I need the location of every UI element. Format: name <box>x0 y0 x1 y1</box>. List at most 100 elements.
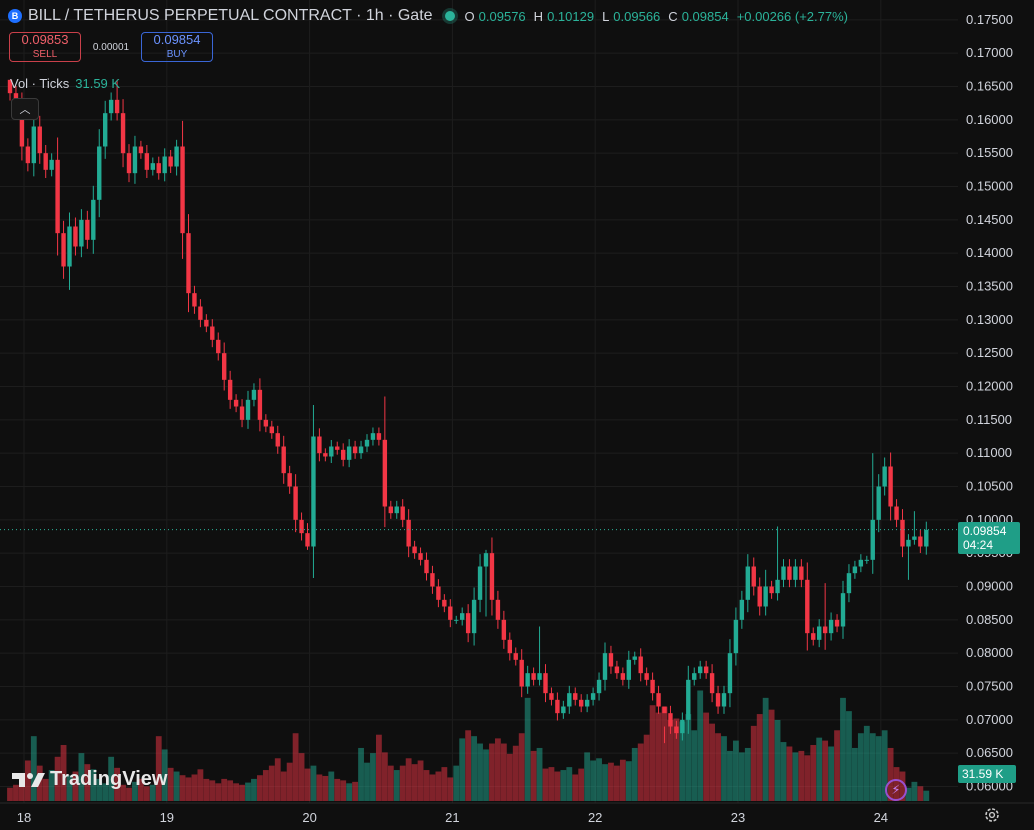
volume-bar <box>459 738 466 801</box>
x-tick-label: 18 <box>17 810 31 825</box>
volume-bar <box>750 725 757 801</box>
candle-body <box>567 693 572 707</box>
candle-body <box>103 113 108 147</box>
volume-bar <box>346 783 353 801</box>
candle-body <box>632 656 637 660</box>
coin-logo-icon: B <box>8 9 22 23</box>
volume-bar <box>203 778 210 801</box>
volume-bar <box>554 771 561 801</box>
candle-body <box>49 159 54 170</box>
ohlc-open-key: O <box>464 8 475 24</box>
candle-body <box>793 566 798 580</box>
volume-bar <box>411 764 418 801</box>
candle-body <box>108 99 114 114</box>
candle-body <box>573 693 578 700</box>
candle-body <box>852 566 858 574</box>
volume-bar <box>489 743 495 801</box>
volume-bar <box>185 777 192 801</box>
candle-body <box>900 519 905 547</box>
candle-body <box>412 546 417 554</box>
candle-body <box>406 519 411 547</box>
candle-body <box>126 153 132 174</box>
candle-body <box>477 566 483 600</box>
volume-bar <box>869 733 876 801</box>
collapse-legend-button[interactable]: ︿ <box>11 98 39 120</box>
y-tick-label: 0.14500 <box>966 212 1013 227</box>
volume-bar <box>268 765 275 801</box>
volume-bar <box>274 758 281 801</box>
candle-body <box>495 599 501 620</box>
symbol-header[interactable]: B BILL / TETHERUS PERPETUAL CONTRACT · 1… <box>8 6 852 26</box>
buy-price: 0.09854 <box>153 32 201 47</box>
volume-bar <box>673 718 680 801</box>
candle-body <box>787 566 792 580</box>
volume-bar <box>881 730 888 801</box>
sell-button[interactable]: 0.09853 SELL <box>9 32 81 62</box>
candle-body <box>757 586 762 607</box>
volume-bar <box>846 711 852 801</box>
candle-body <box>644 673 649 680</box>
price-change: +0.00266 (+2.77%) <box>736 8 848 24</box>
volume-bar <box>441 767 448 801</box>
volume-bar <box>840 697 846 801</box>
buy-button[interactable]: 0.09854 BUY <box>141 32 213 62</box>
candle-body <box>674 726 679 734</box>
volume-bar <box>334 778 341 801</box>
tradingview-logo-icon <box>12 772 45 787</box>
candle-body <box>293 486 298 520</box>
lightning-icon[interactable]: ⚡ <box>885 779 907 801</box>
volume-bar <box>19 778 25 801</box>
last-price-tag: 0.09854 04:24 <box>958 522 1020 554</box>
y-tick-label: 0.17500 <box>966 12 1013 27</box>
candle-body <box>448 606 453 620</box>
volume-bar <box>447 777 454 801</box>
candle-body <box>769 586 774 594</box>
candle-body <box>31 126 36 164</box>
volume-bar <box>887 747 894 801</box>
volume-bar <box>608 762 614 801</box>
volume-bar <box>173 771 180 801</box>
candle-body <box>543 673 548 694</box>
volume-legend[interactable]: Vol · Ticks 31.59 K <box>10 76 120 91</box>
volume-bar <box>233 783 239 801</box>
symbol-title[interactable]: BILL / TETHERUS PERPETUAL CONTRACT · 1h … <box>28 7 433 24</box>
candle-body <box>156 163 161 174</box>
volume-bar <box>340 780 347 801</box>
candle-body <box>715 693 721 707</box>
volume-bar <box>429 774 436 801</box>
candle-body <box>840 593 846 627</box>
volume-bar <box>643 734 650 801</box>
candle-body <box>317 436 322 454</box>
volume-bar <box>828 746 834 801</box>
candle-body <box>662 706 667 714</box>
candle-body <box>608 653 614 667</box>
candle-body <box>507 639 512 654</box>
volume-bar <box>816 737 823 801</box>
candle-body <box>489 553 495 600</box>
volume-bar <box>364 762 370 801</box>
volume-bar <box>762 697 769 801</box>
volume-bars <box>7 690 930 801</box>
candle-body <box>239 406 245 420</box>
tradingview-logo[interactable]: TradingView <box>12 768 167 791</box>
candle-body <box>222 353 227 380</box>
candle-body <box>114 99 120 114</box>
candle-body <box>430 573 435 587</box>
volume-bar <box>138 778 144 801</box>
y-tick-label: 0.08000 <box>966 645 1013 660</box>
candle-body <box>400 506 405 520</box>
candle-body <box>424 559 429 574</box>
gear-icon[interactable] <box>983 806 1001 824</box>
volume-bar <box>857 733 864 801</box>
y-tick-label: 0.11000 <box>966 445 1012 460</box>
candle-body <box>465 613 471 634</box>
candle-body <box>162 156 167 174</box>
sell-price: 0.09853 <box>21 32 69 47</box>
volume-bar <box>221 778 228 801</box>
volume-bar <box>48 770 55 801</box>
volume-bar <box>679 721 686 801</box>
ohlc-values: O 0.09576 H 0.10129 L 0.09566 C 0.09854 +0.0… <box>465 9 852 24</box>
volume-bar <box>834 730 840 801</box>
volume-bar <box>215 783 222 801</box>
